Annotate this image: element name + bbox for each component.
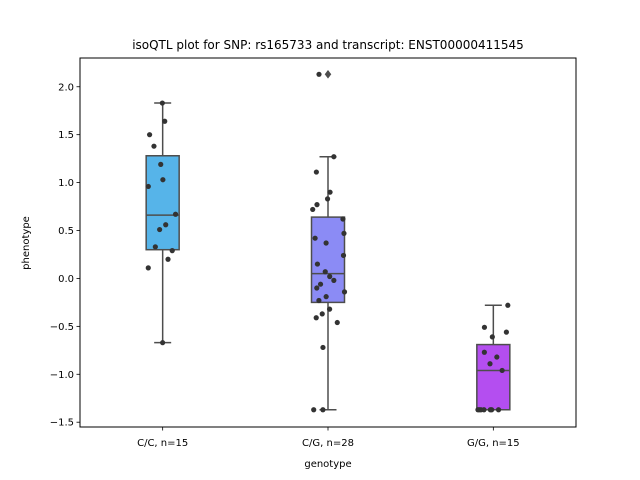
data-point bbox=[313, 169, 319, 175]
data-point bbox=[331, 277, 337, 283]
data-point bbox=[494, 354, 500, 360]
data-point bbox=[152, 244, 158, 250]
data-point bbox=[475, 407, 481, 413]
data-point bbox=[323, 240, 329, 246]
data-point bbox=[481, 349, 487, 355]
box-group-2 bbox=[310, 69, 346, 411]
y-tick-label: −0.5 bbox=[50, 322, 74, 333]
data-point bbox=[314, 202, 320, 208]
box bbox=[145, 155, 180, 251]
plot-frame bbox=[79, 57, 577, 428]
data-point bbox=[320, 407, 326, 413]
data-point bbox=[341, 230, 347, 236]
data-point bbox=[503, 329, 509, 335]
data-point bbox=[145, 183, 151, 190]
data-point bbox=[322, 269, 328, 275]
data-point bbox=[160, 340, 166, 346]
data-point bbox=[160, 177, 166, 183]
y-axis: −1.5 −1.0 −0.5 0.0 0.5 1.0 1.5 2.0 bbox=[50, 82, 80, 429]
x-axis-label: genotype bbox=[304, 459, 351, 470]
chart-title: isoQTL plot for SNP: rs165733 and transc… bbox=[132, 38, 524, 52]
data-point bbox=[159, 100, 165, 106]
data-point bbox=[151, 143, 157, 149]
data-point bbox=[317, 281, 324, 287]
x-tick-label: C/C, n=15 bbox=[137, 438, 188, 449]
data-point bbox=[162, 118, 168, 124]
data-point bbox=[487, 407, 493, 413]
x-tick-label: G/G, n=15 bbox=[467, 438, 520, 449]
data-point bbox=[487, 361, 493, 367]
box-group-1 bbox=[145, 102, 180, 344]
data-point bbox=[157, 226, 163, 233]
data-point bbox=[165, 256, 171, 262]
data-point bbox=[327, 273, 333, 280]
y-axis-label: phenotype bbox=[21, 216, 32, 270]
data-point bbox=[145, 265, 151, 271]
data-point bbox=[146, 132, 153, 138]
data-point bbox=[313, 315, 319, 321]
data-point bbox=[481, 324, 488, 330]
data-point bbox=[481, 407, 487, 413]
data-point bbox=[327, 189, 333, 195]
data-point bbox=[314, 261, 321, 267]
y-tick-label: −1.5 bbox=[50, 418, 74, 429]
y-tick-label: 0.5 bbox=[58, 226, 74, 237]
y-tick-label: −1.0 bbox=[50, 370, 74, 381]
data-point bbox=[499, 367, 505, 374]
outlier-marker bbox=[324, 69, 332, 79]
plot-marks bbox=[145, 69, 511, 413]
data-point bbox=[326, 306, 333, 312]
box bbox=[476, 343, 511, 411]
data-point bbox=[489, 334, 495, 340]
x-tick-label: C/G, n=28 bbox=[302, 438, 354, 449]
data-point bbox=[340, 216, 346, 222]
data-point bbox=[323, 294, 329, 300]
data-point bbox=[331, 154, 337, 160]
box bbox=[310, 216, 346, 304]
data-point bbox=[310, 206, 316, 213]
y-tick-label: 2.0 bbox=[58, 82, 74, 93]
data-point bbox=[158, 161, 164, 167]
y-tick-label: 1.5 bbox=[58, 130, 74, 141]
data-point bbox=[505, 302, 511, 308]
data-point bbox=[320, 344, 326, 351]
data-point bbox=[169, 248, 175, 254]
y-tick-label: 0.0 bbox=[58, 274, 74, 285]
data-point bbox=[163, 222, 169, 228]
data-point bbox=[314, 285, 320, 291]
data-point bbox=[312, 235, 318, 241]
data-point bbox=[319, 311, 325, 317]
y-tick-label: 1.0 bbox=[58, 178, 74, 189]
data-point bbox=[324, 196, 331, 202]
data-point bbox=[334, 319, 340, 326]
data-point bbox=[495, 407, 502, 413]
data-point bbox=[316, 297, 322, 304]
data-point bbox=[316, 71, 322, 77]
data-point bbox=[341, 289, 348, 295]
data-point bbox=[172, 211, 179, 217]
x-axis: C/C, n=15 C/G, n=28 G/G, n=15 bbox=[137, 427, 520, 449]
data-point bbox=[340, 252, 347, 259]
data-point bbox=[311, 407, 317, 413]
